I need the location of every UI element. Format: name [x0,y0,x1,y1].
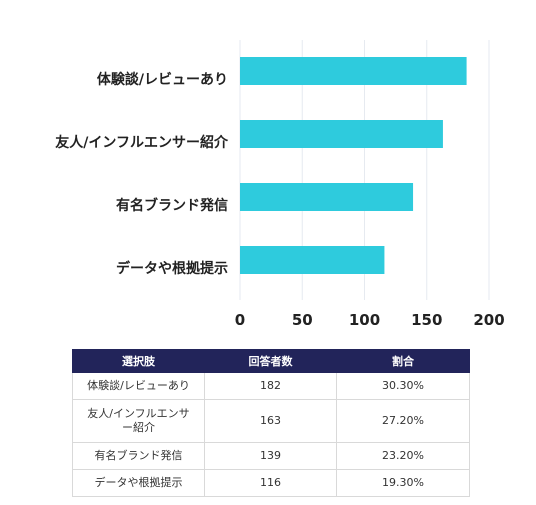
cell-respondents: 163 [204,399,337,443]
bars [240,57,467,274]
table-row: 有名ブランド発信 139 23.20% [72,442,470,470]
cell-ratio: 27.20% [336,399,470,443]
tick-labels: 0 50 100 150 200 [235,311,505,329]
cell-respondents: 139 [204,442,337,470]
table-row: 体験談/レビューあり 182 30.30% [72,372,470,400]
header-choice: 選択肢 [72,349,205,373]
x-tick-label: 0 [235,311,245,329]
x-tick-label: 150 [411,311,442,329]
category-label: 有名ブランド発信 [116,197,228,214]
table-row: 友人/インフルエンサー紹介 163 27.20% [72,399,470,443]
cell-respondents: 116 [204,469,337,497]
table-header-row: 選択肢 回答者数 割合 [72,349,470,373]
cell-ratio: 30.30% [336,372,470,400]
cell-respondents: 182 [204,372,337,400]
bar [240,183,414,211]
cell-choice: データや根拠提示 [72,469,205,497]
data-table: 選択肢 回答者数 割合 体験談/レビューあり 182 30.30% 友人/インフ… [72,349,470,497]
x-tick-label: 100 [349,311,380,329]
bar [240,57,467,85]
header-ratio: 割合 [336,349,470,373]
x-tick-label: 200 [473,311,504,329]
cell-ratio: 23.20% [336,442,470,470]
cell-choice: 友人/インフルエンサー紹介 [72,399,205,443]
cell-ratio: 19.30% [336,469,470,497]
category-label: 体験談/レビューあり [97,71,228,88]
category-label: データや根拠提示 [116,260,228,277]
category-label: 友人/インフルエンサー紹介 [55,134,229,151]
table-row: データや根拠提示 116 19.30% [72,469,470,497]
cell-choice: 有名ブランド発信 [72,442,205,470]
bar [240,120,443,148]
bar [240,246,385,274]
bar-chart: 体験談/レビューあり友人/インフルエンサー紹介有名ブランド発信データや根拠提示 … [55,40,505,329]
x-tick-label: 50 [292,311,313,329]
cell-choice: 体験談/レビューあり [72,372,205,400]
header-respondents: 回答者数 [204,349,337,373]
